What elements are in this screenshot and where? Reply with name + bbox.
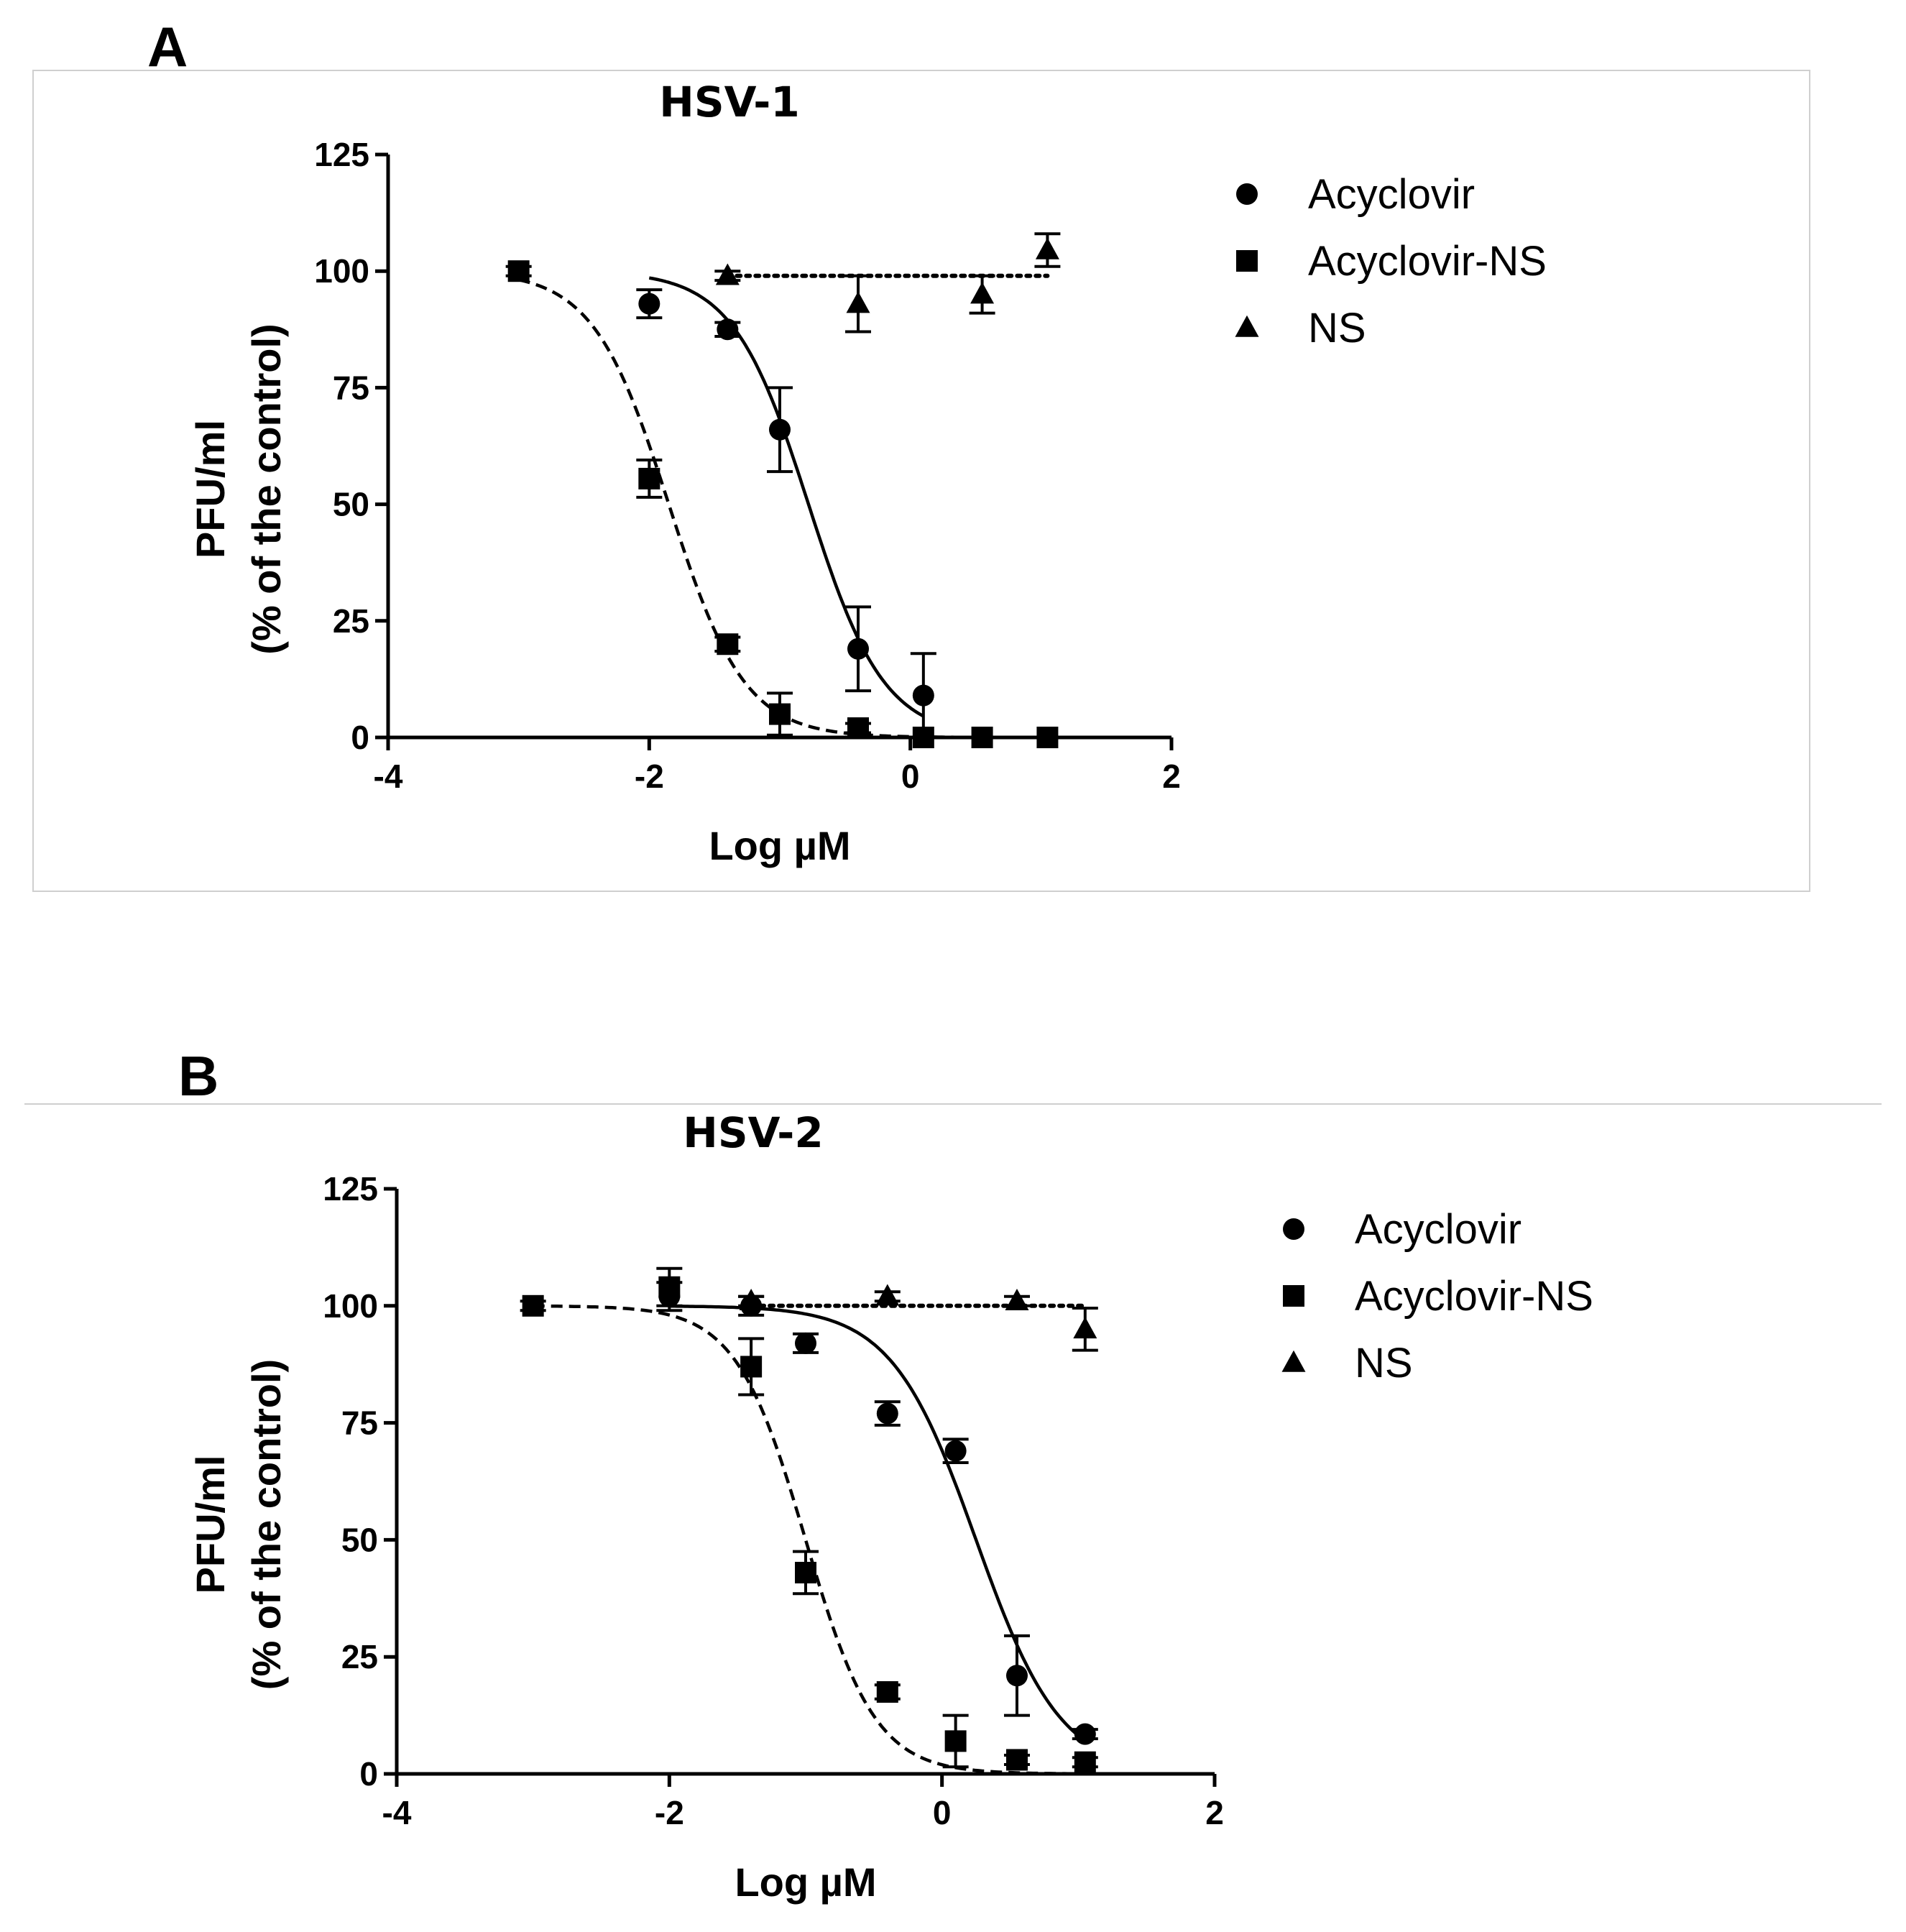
- x-axis-label: Log µM: [735, 1859, 876, 1905]
- point-acyclovir-ns: [1074, 1751, 1096, 1773]
- x-axis-label: Log µM: [709, 823, 850, 868]
- y-axis-label-line2: (% of the control): [244, 323, 289, 654]
- x-tick-label: 2: [1205, 1794, 1224, 1831]
- y-tick-label: 100: [314, 252, 369, 290]
- point-ns: [715, 263, 740, 285]
- legend-marker-ns: [1235, 315, 1259, 337]
- legend-label: Acyclovir-NS: [1308, 238, 1547, 285]
- y-tick-label: 0: [351, 719, 369, 756]
- point-acyclovir-ns: [876, 1681, 898, 1703]
- y-tick-label: 50: [341, 1521, 378, 1558]
- y-tick-label: 50: [333, 486, 369, 523]
- legend-marker-acyclovir-ns: [1283, 1285, 1304, 1307]
- point-acyclovir: [847, 638, 869, 660]
- legend-label: Acyclovir-NS: [1355, 1273, 1593, 1320]
- y-axis-label-line1: PFU/ml: [188, 1455, 233, 1594]
- y-tick-label: 75: [333, 369, 369, 406]
- chart-hsv2: -4 -2 0 2 0 25 50 75 100 125 Log µM PFU/ml (% of the…: [188, 1170, 1593, 1905]
- legend-marker-acyclovir-ns: [1236, 250, 1258, 272]
- legend-label: NS: [1308, 305, 1366, 351]
- point-ns: [875, 1284, 900, 1306]
- fit-curve-acyclovir-ns: [533, 1304, 1085, 1776]
- y-tick-label: 100: [323, 1287, 378, 1325]
- x-tick-label: -4: [382, 1794, 412, 1831]
- y-tick-label: 125: [314, 136, 369, 173]
- point-acyclovir-ns: [1036, 727, 1059, 748]
- point-acyclovir: [1005, 1665, 1028, 1687]
- point-ns: [1035, 237, 1059, 259]
- point-acyclovir-ns: [507, 260, 530, 282]
- point-acyclovir-ns: [944, 1730, 967, 1752]
- legend-label: Acyclovir: [1308, 171, 1475, 218]
- legend-marker-acyclovir: [1236, 183, 1258, 205]
- y-tick-label: 125: [323, 1170, 378, 1208]
- x-tick-label: -4: [374, 758, 403, 795]
- point-acyclovir-ns: [971, 727, 993, 748]
- fit-curve-acyclovir-ns: [518, 278, 1048, 740]
- point-ns: [846, 291, 870, 313]
- point-acyclovir-ns: [769, 703, 791, 725]
- point-acyclovir-ns: [1005, 1749, 1028, 1771]
- chart-hsv1: -4 -2 0 2 0 25 50 75 100 125 Log µM PFU/ml (% of the…: [188, 136, 1547, 868]
- x-tick-label: -2: [655, 1794, 684, 1831]
- y-axis-label-line2: (% of the control): [244, 1359, 289, 1690]
- point-ns: [970, 282, 995, 304]
- point-ns: [1005, 1289, 1029, 1311]
- y-axis-label-line1: PFU/ml: [188, 420, 233, 558]
- point-acyclovir: [769, 418, 791, 441]
- point-acyclovir-ns: [912, 727, 934, 748]
- point-acyclovir-ns: [740, 1356, 763, 1378]
- y-tick-label: 75: [341, 1404, 378, 1442]
- chart-title-b: HSV-2: [683, 1108, 823, 1157]
- legend-label: Acyclovir: [1355, 1206, 1521, 1253]
- point-acyclovir: [717, 318, 739, 341]
- point-acyclovir: [638, 293, 660, 315]
- chart-title-a: HSV-1: [659, 78, 799, 126]
- point-acyclovir: [1074, 1723, 1096, 1745]
- x-tick-label: 0: [933, 1794, 952, 1831]
- legend-marker-acyclovir: [1283, 1218, 1304, 1240]
- point-acyclovir-ns: [638, 467, 660, 489]
- point-ns: [1073, 1317, 1097, 1339]
- point-acyclovir-ns: [717, 633, 739, 656]
- point-acyclovir-ns: [847, 717, 869, 740]
- x-tick-label: 2: [1162, 758, 1181, 795]
- legend-label: NS: [1355, 1340, 1413, 1386]
- legend-marker-ns: [1281, 1350, 1306, 1372]
- fit-curve-acyclovir: [648, 276, 924, 718]
- point-acyclovir: [944, 1440, 967, 1462]
- y-tick-label: 0: [359, 1755, 378, 1793]
- point-ns: [739, 1289, 763, 1311]
- x-tick-label: 0: [901, 758, 920, 795]
- point-acyclovir-ns: [795, 1561, 816, 1583]
- point-acyclovir: [876, 1402, 898, 1425]
- panel-label-b: B: [178, 1044, 218, 1108]
- point-acyclovir: [912, 684, 934, 707]
- point-acyclovir: [795, 1332, 816, 1354]
- x-tick-label: -2: [635, 758, 664, 795]
- panel-label-a: A: [147, 15, 188, 78]
- point-acyclovir-ns: [522, 1294, 544, 1317]
- panel-a-frame: [32, 70, 1810, 892]
- point-acyclovir-ns: [658, 1276, 681, 1298]
- y-tick-label: 25: [333, 602, 369, 640]
- y-tick-label: 25: [341, 1638, 378, 1675]
